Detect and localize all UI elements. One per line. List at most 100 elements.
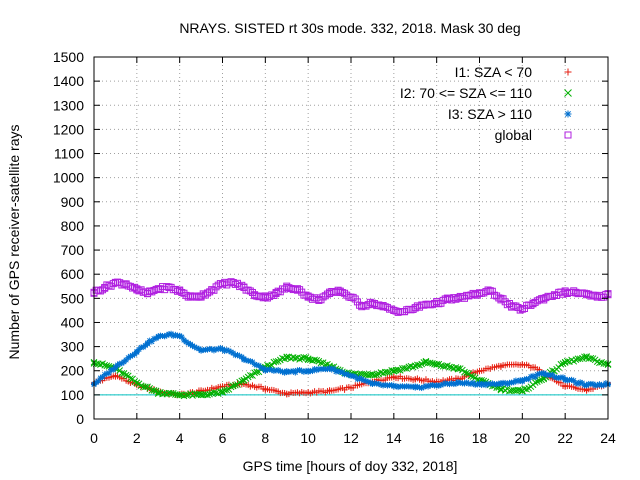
data-point-cross bbox=[137, 382, 145, 390]
y-tick-labels: 0 100 200 300 400 500 600 700 800 900 1000 1100 1200… bbox=[53, 49, 84, 427]
y-tick-label: 100 bbox=[61, 387, 85, 403]
data-point-square bbox=[488, 287, 496, 295]
data-point-cross bbox=[446, 363, 453, 371]
y-tick-label: 1500 bbox=[53, 49, 84, 65]
series-1 bbox=[90, 353, 612, 400]
y-tick-label: 700 bbox=[61, 242, 85, 258]
data-point-cross bbox=[538, 376, 545, 384]
data-point-cross bbox=[246, 372, 254, 379]
data-point-star bbox=[178, 334, 185, 341]
y-tick-label: 500 bbox=[61, 290, 85, 306]
x-tick-label: 16 bbox=[429, 430, 445, 446]
data-point-square bbox=[401, 308, 409, 316]
legend-marker-star bbox=[564, 110, 572, 118]
data-point-square bbox=[379, 301, 387, 309]
data-point-cross bbox=[559, 360, 567, 367]
data-point-cross bbox=[133, 379, 141, 387]
data-point-square bbox=[349, 293, 357, 301]
data-point-cross bbox=[576, 355, 584, 363]
x-tick-label: 14 bbox=[386, 430, 402, 446]
data-point-cross bbox=[298, 355, 306, 362]
data-point-cross bbox=[581, 353, 588, 361]
data-point-cross bbox=[142, 383, 149, 391]
data-point-cross bbox=[390, 367, 398, 375]
legend-marker-cross bbox=[564, 89, 572, 97]
data-point-cross bbox=[101, 361, 109, 369]
data-point-cross bbox=[116, 367, 124, 374]
data-point-cross bbox=[272, 358, 280, 365]
legend-marker-square bbox=[564, 131, 572, 139]
y-tick-label: 0 bbox=[76, 411, 84, 427]
data-point-cross bbox=[371, 371, 378, 379]
data-point-square bbox=[266, 293, 274, 301]
y-tick-label: 1100 bbox=[54, 146, 84, 162]
y-tick-label: 300 bbox=[61, 339, 85, 355]
data-point-cross bbox=[127, 375, 134, 382]
data-point-square bbox=[409, 305, 417, 313]
data-point-cross bbox=[416, 361, 423, 369]
data-point-cross bbox=[231, 381, 239, 389]
data-point-cross bbox=[536, 377, 543, 384]
legend-label: I3: SZA > 110 bbox=[448, 106, 532, 122]
data-point-square bbox=[236, 283, 244, 291]
data-point-square bbox=[238, 281, 246, 289]
data-point-cross bbox=[204, 391, 211, 399]
data-point-square bbox=[486, 287, 494, 295]
data-point-square bbox=[321, 292, 329, 300]
data-point-cross bbox=[426, 359, 434, 367]
data-point-square bbox=[229, 279, 237, 287]
data-point-cross bbox=[461, 368, 468, 376]
data-points bbox=[90, 278, 612, 400]
data-point-star bbox=[392, 383, 399, 390]
data-point-square bbox=[272, 288, 280, 296]
x-tick-label: 10 bbox=[300, 430, 316, 446]
legend-label: global bbox=[495, 127, 532, 143]
data-point-cross bbox=[182, 391, 190, 399]
axis-ticks bbox=[93, 56, 609, 420]
data-point-square bbox=[497, 296, 505, 304]
data-point-cross bbox=[587, 354, 595, 362]
data-point-cross bbox=[122, 371, 130, 379]
x-tick-label: 6 bbox=[219, 430, 227, 446]
data-point-cross bbox=[283, 353, 291, 361]
series-3 bbox=[90, 278, 612, 316]
x-tick-label: 24 bbox=[600, 430, 616, 446]
x-tick-label: 18 bbox=[472, 430, 488, 446]
data-point-cross bbox=[217, 388, 224, 396]
legend-label: I2: 70 <= SZA <= 110 bbox=[400, 85, 532, 101]
data-point-square bbox=[602, 290, 610, 298]
data-point-cross bbox=[167, 390, 175, 397]
data-point-cross bbox=[317, 359, 325, 367]
data-point-cross bbox=[296, 355, 303, 363]
y-tick-label: 1200 bbox=[53, 121, 84, 137]
data-point-cross bbox=[311, 356, 318, 364]
x-axis-label: GPS time [hours of doy 332, 2018] bbox=[243, 458, 458, 474]
data-point-square bbox=[548, 292, 556, 300]
data-point-square bbox=[268, 291, 276, 299]
data-point-cross bbox=[572, 356, 580, 364]
legend-label: I1: SZA < 70 bbox=[455, 64, 533, 80]
data-point-square bbox=[341, 289, 349, 297]
data-point-plus bbox=[557, 379, 564, 386]
data-point-cross bbox=[531, 379, 539, 386]
y-tick-label: 400 bbox=[61, 314, 85, 330]
data-point-cross bbox=[516, 386, 524, 394]
data-point-square bbox=[296, 286, 304, 294]
data-point-cross bbox=[563, 357, 571, 365]
data-point-cross bbox=[401, 364, 408, 372]
data-point-cross bbox=[384, 368, 391, 376]
data-point-square bbox=[516, 306, 524, 314]
x-tick-label: 20 bbox=[515, 430, 531, 446]
y-tick-label: 900 bbox=[61, 194, 85, 210]
data-point-cross bbox=[300, 354, 308, 361]
grid bbox=[94, 57, 608, 419]
data-point-star bbox=[596, 381, 603, 388]
x-tick-label: 0 bbox=[90, 430, 98, 446]
series-2 bbox=[91, 330, 611, 392]
data-point-cross bbox=[291, 354, 299, 362]
data-point-cross bbox=[279, 354, 286, 362]
data-point-square bbox=[206, 288, 214, 296]
data-point-cross bbox=[373, 371, 381, 378]
data-point-cross bbox=[206, 390, 214, 398]
y-axis-label: Number of GPS receiver-satellite rays bbox=[6, 125, 22, 360]
